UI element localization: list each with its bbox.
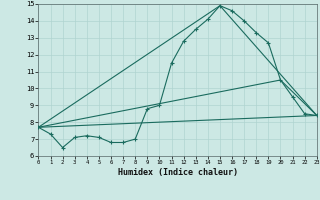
X-axis label: Humidex (Indice chaleur): Humidex (Indice chaleur) <box>118 168 238 177</box>
